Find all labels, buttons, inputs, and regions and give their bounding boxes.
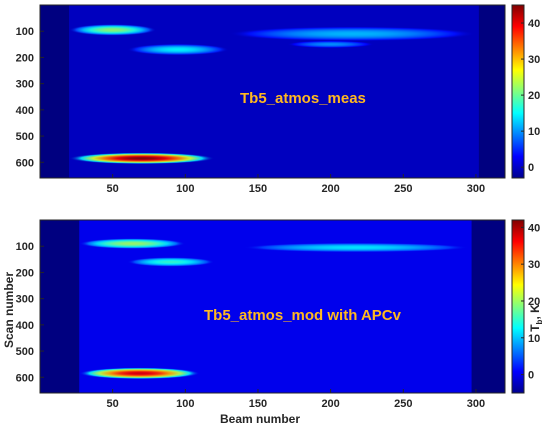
y-tick-label: 300	[16, 294, 34, 306]
y-tick-label: 500	[16, 346, 34, 358]
heatmap-feature	[69, 152, 215, 165]
colorbar-tick-label: 20	[528, 296, 540, 308]
y-tick-label: 400	[16, 105, 34, 117]
colorbar-tick-label: 10	[528, 333, 540, 345]
x-tick-label: 50	[107, 183, 119, 195]
y-tick-label: 600	[16, 372, 34, 384]
x-tick-label: 150	[249, 398, 267, 410]
x-tick-label: 50	[107, 398, 119, 410]
x-axis-label: Beam number	[220, 412, 300, 426]
colorbar-label: Tb, K	[528, 304, 544, 332]
colorbar-tick-label: 40	[528, 18, 540, 30]
heatmap-feature	[287, 40, 375, 48]
x-tick-label: 100	[176, 398, 194, 410]
heatmap-feature	[243, 242, 469, 253]
y-axis-label: Scan number	[2, 272, 16, 348]
colorbar-tick-label: 30	[528, 259, 540, 271]
heatmap-feature	[79, 238, 186, 249]
colorbar-tick-label: 10	[528, 126, 540, 138]
colorbar-tick-label: 40	[528, 222, 540, 234]
panel-annotation: Tb5_atmos_meas	[240, 90, 366, 107]
heatmap-feature	[228, 26, 476, 42]
x-tick-label: 250	[394, 398, 412, 410]
x-tick-label: 300	[467, 398, 485, 410]
axes-frame	[39, 219, 506, 394]
x-tick-label: 150	[249, 183, 267, 195]
heatmap-panel-meas: Tb5_atmos_meas 50 100 150 200 250 30010020030…	[16, 4, 540, 195]
x-tick-label: 200	[321, 183, 339, 195]
colorbar-tick-label: 30	[528, 54, 540, 66]
heatmap-feature	[69, 24, 157, 36]
x-tick-label: 100	[176, 183, 194, 195]
y-tick-label: 300	[16, 79, 34, 91]
y-tick-label: 500	[16, 131, 34, 143]
y-tick-label: 400	[16, 320, 34, 332]
colorbar-tick-label: 20	[528, 90, 540, 102]
heatmap-panel-mod: Tb5_atmos_mod with APCv 50 100 150 200 250 30…	[16, 219, 540, 410]
axes-frame	[39, 4, 506, 179]
heatmap-feature	[79, 367, 200, 380]
panel-annotation: Tb5_atmos_mod with APCv	[204, 307, 402, 324]
colorbar-strip	[511, 219, 525, 394]
colorbar-tick-label: 0	[528, 162, 534, 174]
x-tick-label: 200	[321, 398, 339, 410]
y-tick-label: 200	[16, 267, 34, 279]
heatmap-feature	[127, 43, 229, 56]
x-tick-label: 250	[394, 183, 412, 195]
y-tick-label: 100	[16, 26, 34, 38]
colorbar-strip	[511, 4, 525, 179]
colorbar-tick-label: 0	[528, 370, 534, 382]
x-tick-label: 300	[467, 183, 485, 195]
y-tick-label: 600	[16, 157, 34, 169]
y-tick-label: 200	[16, 52, 34, 64]
y-tick-label: 100	[16, 241, 34, 253]
heatmap-feature	[127, 257, 215, 267]
